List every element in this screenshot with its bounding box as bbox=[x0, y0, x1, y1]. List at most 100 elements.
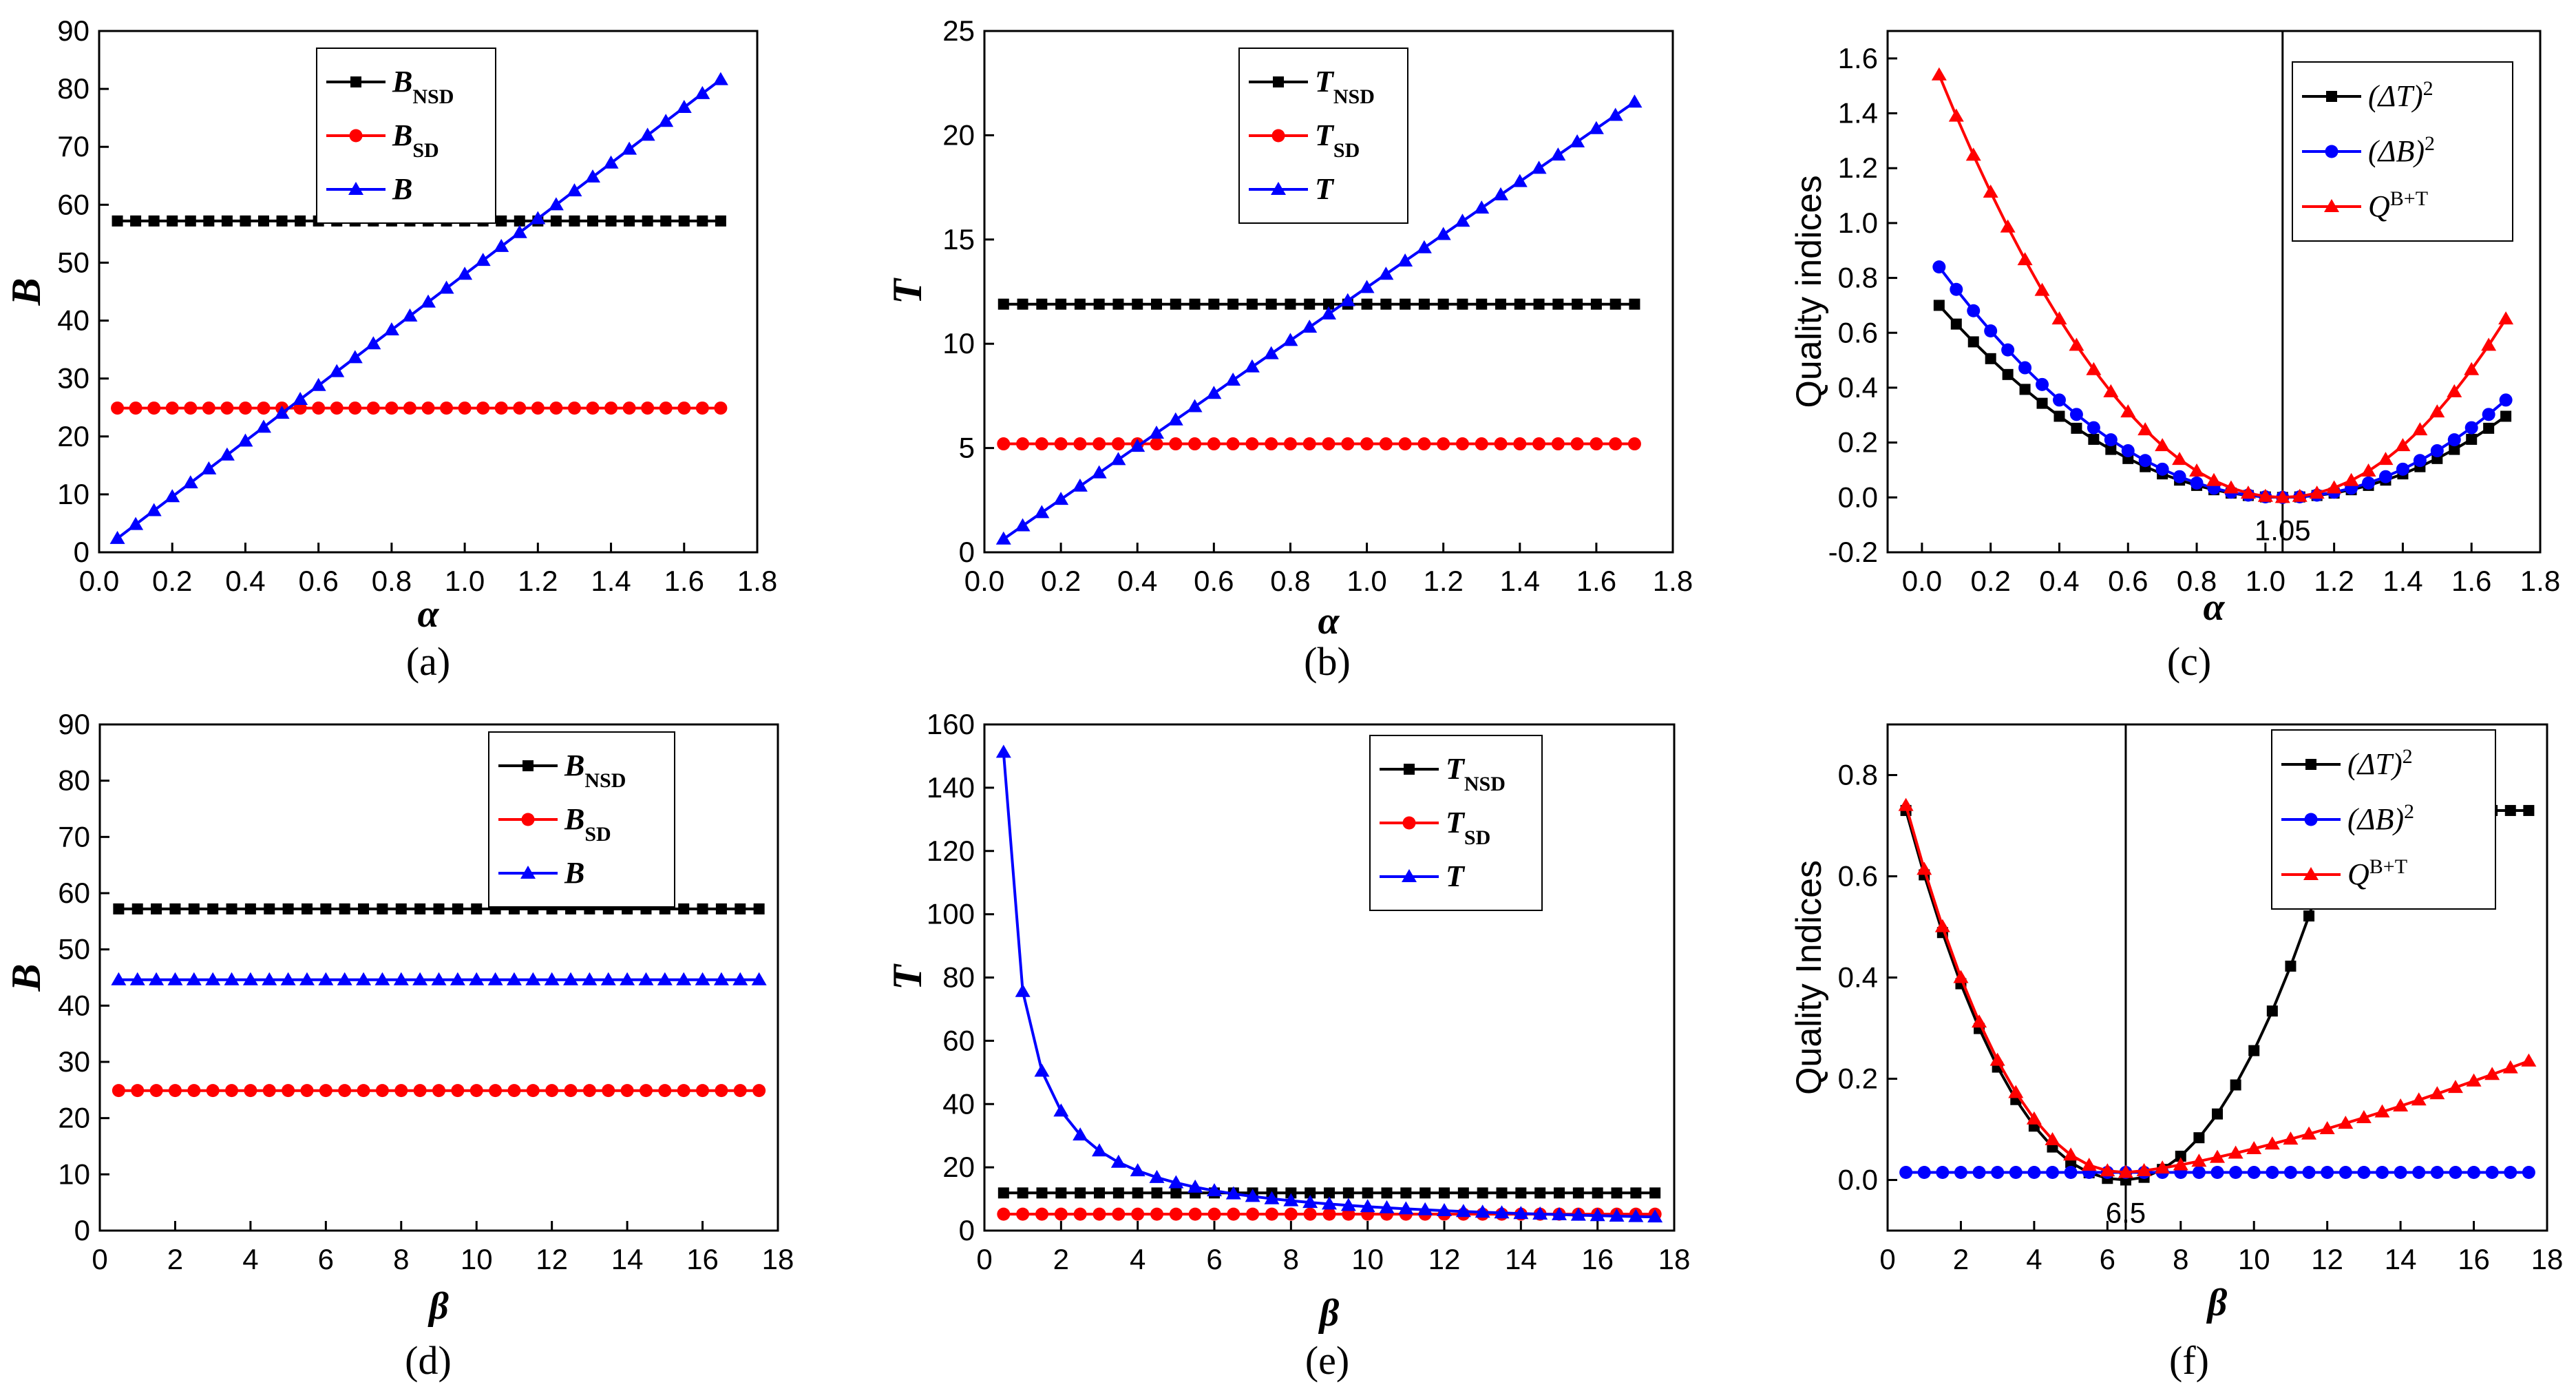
data-point bbox=[1572, 1187, 1584, 1199]
data-point bbox=[1493, 187, 1508, 200]
x-tick-label: 12 bbox=[1428, 1243, 1461, 1275]
legend-swatch-marker bbox=[1271, 182, 1286, 195]
data-point bbox=[1072, 478, 1088, 492]
data-point bbox=[567, 183, 582, 197]
data-point bbox=[1284, 1207, 1298, 1221]
data-point bbox=[366, 336, 381, 350]
x-axis-label: β bbox=[427, 1285, 449, 1328]
data-point bbox=[2173, 1157, 2188, 1171]
data-point bbox=[201, 461, 217, 474]
data-point bbox=[2001, 343, 2015, 357]
data-point bbox=[2175, 1150, 2186, 1162]
data-point bbox=[338, 1084, 352, 1098]
x-tick-label: 1.6 bbox=[2451, 565, 2491, 597]
data-point bbox=[995, 744, 1011, 758]
data-point bbox=[1150, 437, 1163, 451]
panel-caption: (e) bbox=[1305, 1338, 1349, 1383]
legend-swatch-marker bbox=[2325, 145, 2339, 158]
data-point bbox=[394, 1084, 408, 1098]
data-point bbox=[129, 401, 142, 415]
data-point bbox=[585, 169, 600, 182]
data-point bbox=[587, 215, 598, 227]
series-2 bbox=[109, 72, 728, 544]
y-tick-label: 40 bbox=[57, 304, 89, 337]
panel-a-legend-label: BNSD bbox=[392, 65, 454, 108]
series-1 bbox=[1932, 260, 2513, 504]
data-point bbox=[421, 401, 435, 415]
data-point bbox=[1091, 465, 1107, 479]
data-point bbox=[753, 903, 765, 915]
data-point bbox=[2485, 1165, 2499, 1179]
data-point bbox=[439, 280, 454, 294]
data-point bbox=[1931, 67, 1947, 81]
y-axis-label: T bbox=[885, 963, 930, 990]
series-2 bbox=[995, 94, 1643, 545]
data-point bbox=[1015, 983, 1031, 997]
data-point bbox=[1075, 1187, 1086, 1199]
data-point bbox=[659, 401, 673, 415]
data-point bbox=[2223, 480, 2239, 494]
data-point bbox=[1149, 1169, 1165, 1183]
data-point bbox=[695, 972, 710, 985]
data-point bbox=[1570, 1207, 1586, 1221]
data-point bbox=[1225, 1186, 1241, 1200]
data-point bbox=[130, 215, 142, 227]
data-point bbox=[1150, 1207, 1163, 1221]
data-point bbox=[2026, 1111, 2042, 1125]
y-tick-label: -0.2 bbox=[1828, 536, 1878, 568]
data-point bbox=[1965, 147, 1981, 161]
x-tick-label: 6 bbox=[1206, 1243, 1222, 1275]
data-point bbox=[168, 1084, 182, 1098]
data-point bbox=[1972, 1165, 1986, 1179]
data-point bbox=[111, 972, 127, 985]
x-tick-label: 1.0 bbox=[2246, 565, 2285, 597]
data-point bbox=[224, 972, 240, 985]
data-point bbox=[997, 1207, 1011, 1221]
data-point bbox=[2036, 397, 2048, 409]
data-point bbox=[2155, 1160, 2171, 1174]
data-point bbox=[1360, 437, 1374, 451]
data-point bbox=[1302, 437, 1316, 451]
data-point bbox=[2413, 454, 2427, 468]
x-tick-label: 18 bbox=[1658, 1243, 1691, 1275]
legend-swatch-marker bbox=[348, 182, 363, 195]
x-tick-label: 18 bbox=[762, 1243, 794, 1275]
data-point bbox=[695, 401, 709, 415]
data-point bbox=[412, 972, 428, 985]
data-point bbox=[1055, 298, 1067, 310]
data-point bbox=[1984, 324, 1998, 338]
data-point bbox=[1303, 1207, 1317, 1221]
data-point bbox=[1495, 298, 1506, 310]
data-point bbox=[641, 401, 655, 415]
y-tick-label: 90 bbox=[58, 708, 90, 740]
data-point bbox=[2285, 960, 2297, 972]
x-axis-label: α bbox=[418, 593, 440, 636]
data-point bbox=[2246, 1141, 2262, 1155]
data-point bbox=[678, 903, 690, 915]
data-point bbox=[2396, 462, 2409, 476]
x-tick-label: 14 bbox=[611, 1243, 644, 1275]
data-point bbox=[1627, 94, 1643, 108]
data-point bbox=[1340, 1198, 1356, 1211]
data-point bbox=[544, 972, 560, 985]
panel-e-legend-label: TNSD bbox=[1446, 752, 1506, 795]
x-tick-label: 1.4 bbox=[2383, 565, 2422, 597]
data-point bbox=[1381, 1187, 1393, 1199]
data-point bbox=[1609, 1208, 1625, 1222]
data-point bbox=[2362, 476, 2376, 490]
legend-sup: 2 bbox=[2423, 77, 2434, 100]
data-point bbox=[514, 215, 525, 227]
legend-name: (ΔB) bbox=[2368, 134, 2425, 168]
data-point bbox=[2136, 1162, 2152, 1176]
data-point bbox=[320, 903, 332, 915]
data-point bbox=[2191, 1153, 2207, 1167]
panel-d-legend-label: B bbox=[564, 856, 584, 890]
panel-b-legend-label: TNSD bbox=[1315, 65, 1375, 108]
data-point bbox=[603, 155, 619, 169]
data-point bbox=[1324, 1187, 1335, 1199]
data-point bbox=[586, 401, 600, 415]
data-point bbox=[622, 401, 636, 415]
data-point bbox=[2449, 443, 2460, 455]
data-point bbox=[1092, 1143, 1107, 1157]
